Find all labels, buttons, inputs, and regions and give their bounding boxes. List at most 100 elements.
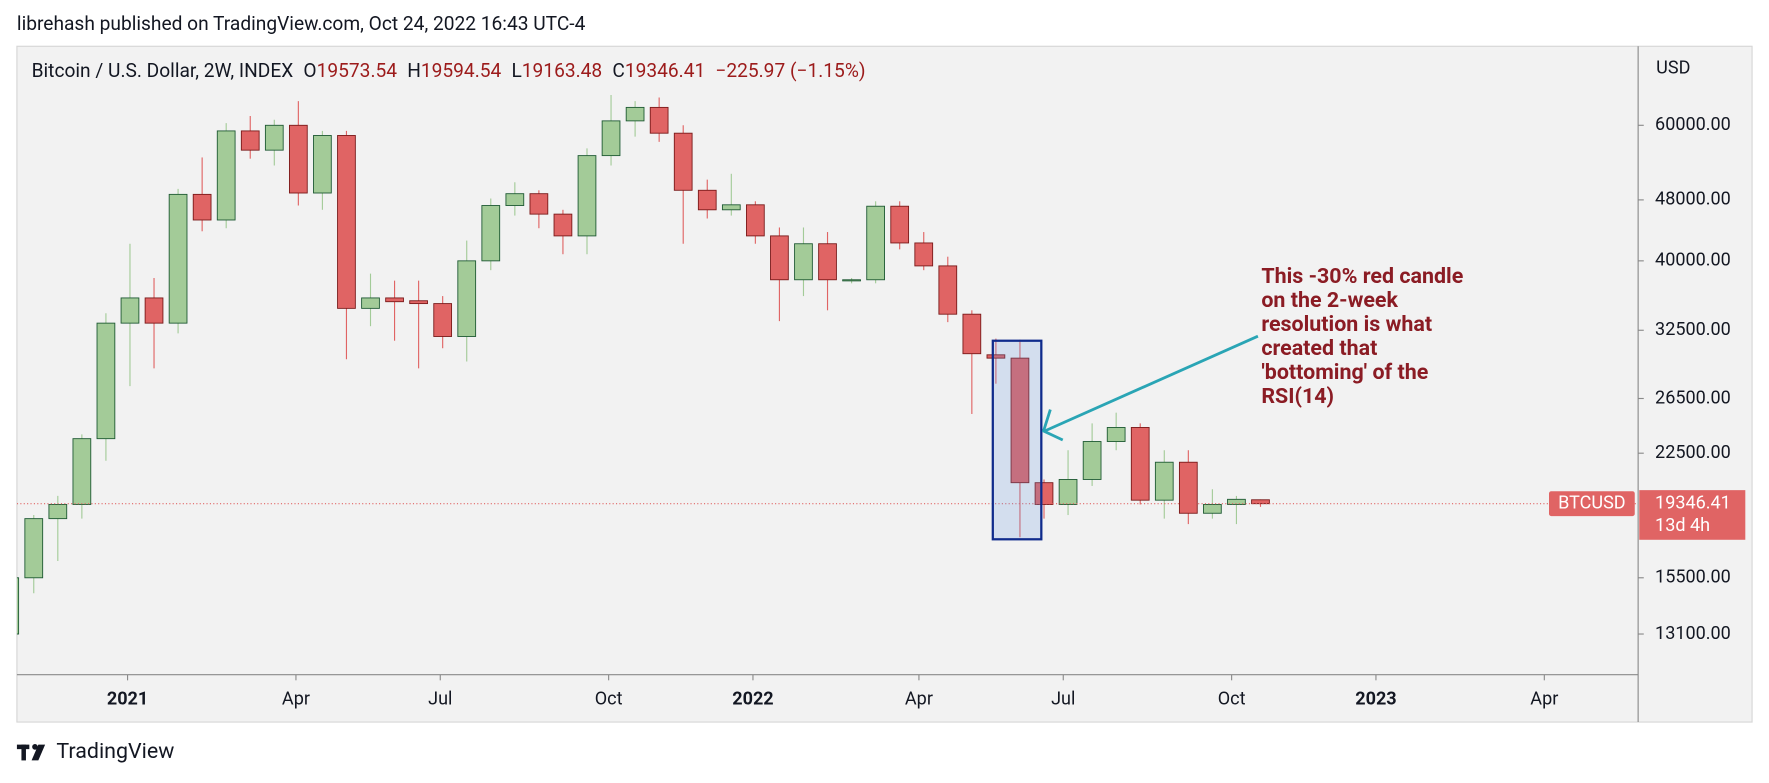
legend-item: 19594.54 (421, 59, 502, 82)
candle-body (673, 132, 693, 191)
candle-body (433, 303, 453, 337)
candle-body (385, 297, 404, 303)
x-tick-label: Apr (282, 688, 310, 709)
legend-item: H (407, 59, 421, 82)
y-tick-label: 60000.00 (1655, 114, 1731, 135)
candle-body (337, 135, 356, 309)
candle-body (216, 130, 236, 221)
x-tick-label: Oct (595, 688, 623, 709)
candle-body (625, 106, 645, 122)
candle-body (962, 313, 982, 355)
candle-body (1082, 441, 1102, 480)
candle-body (1106, 427, 1126, 442)
candle-body (72, 438, 92, 505)
candle-body (288, 124, 308, 194)
candle-body (457, 260, 477, 337)
candle-body (577, 155, 597, 237)
y-axis-label: USD (1656, 58, 1690, 79)
plot-area (16, 94, 1639, 635)
candle-body (192, 193, 212, 221)
candle-body (1154, 461, 1174, 501)
candle-body (505, 193, 525, 206)
candle-body (1178, 461, 1198, 514)
candle-body (529, 193, 549, 215)
y-tick-label: 48000.00 (1655, 189, 1731, 210)
candle-body (986, 354, 1006, 359)
header: librehash published on TradingView.com, … (17, 12, 586, 35)
candle-body (1010, 357, 1030, 484)
candle-body (16, 577, 20, 635)
candle-body (48, 504, 68, 520)
annotation-line: on the 2-week (1261, 288, 1398, 313)
x-tick-label: 2021 (107, 688, 148, 709)
candle-body (1058, 479, 1078, 505)
legend-item: 19573.54 (317, 59, 398, 82)
legend: Bitcoin / U.S. Dollar, 2W, INDEX O19573.5… (32, 59, 866, 82)
footer: TradingView (56, 739, 174, 764)
candle-body (1034, 482, 1054, 505)
y-tick-label: 26500.00 (1655, 387, 1731, 408)
highlight-box (991, 339, 1043, 541)
symbol-tag-label: BTCUSD (1558, 492, 1626, 513)
x-tick-label: Apr (905, 688, 933, 709)
candle-body (240, 130, 260, 151)
candle-body (24, 518, 44, 579)
legend-item: 19163.48 (522, 59, 602, 82)
candle-body (1227, 498, 1246, 505)
candle-body (697, 189, 717, 211)
price-tag-label: 19346.41 (1655, 492, 1731, 513)
candle-body (818, 243, 837, 281)
y-tick-label: 32500.00 (1655, 319, 1731, 340)
candle-body (264, 124, 284, 151)
annotation-line: created that (1261, 336, 1377, 361)
candle-body (553, 213, 573, 237)
legend-item: Bitcoin / U.S. Dollar, 2W, INDEX (32, 59, 294, 82)
candle-body (144, 297, 164, 324)
price-tag (1639, 490, 1746, 540)
candle-body (1251, 499, 1270, 505)
symbol-tag (1549, 491, 1635, 517)
footer-logo (16, 744, 46, 761)
candle-body (649, 106, 669, 134)
candle-body (1203, 504, 1222, 514)
candle-body (890, 205, 910, 244)
legend-item: 19346.41 (625, 59, 705, 82)
candle-body (481, 205, 501, 262)
y-tick-label: 40000.00 (1655, 250, 1731, 271)
annotation-line: resolution is what (1261, 312, 1432, 337)
x-tick-label: Apr (1530, 688, 1558, 709)
annotation-line: 'bottoming' of the (1261, 360, 1428, 385)
x-tick-label: 2022 (732, 688, 773, 709)
candle-body (601, 120, 621, 157)
y-tick-label: 22500.00 (1655, 442, 1731, 463)
candle-body (1130, 427, 1150, 501)
candle-body (938, 265, 958, 315)
countdown-label: 13d 4h (1655, 515, 1710, 536)
candle-body (914, 242, 934, 267)
candle-body (770, 235, 789, 281)
legend-item: C (612, 59, 624, 82)
legend-item: L (511, 59, 521, 82)
candle-body (96, 322, 116, 440)
candle-body (120, 297, 140, 324)
candle-body (313, 135, 332, 194)
x-tick-label: Jul (1051, 688, 1075, 709)
candle-body (721, 204, 741, 211)
annotation-line: This -30% red candle (1261, 264, 1463, 289)
y-tick-label: 13100.00 (1655, 623, 1731, 644)
candle-body (866, 205, 885, 281)
candle-body (168, 193, 188, 324)
candle-body (361, 297, 380, 309)
y-tick-label: 15500.00 (1655, 567, 1731, 588)
candle-body (842, 279, 861, 282)
legend-item: −225.97 (−1.15%) (715, 59, 865, 82)
candle-body (746, 204, 765, 237)
annotation-line: RSI(14) (1261, 384, 1334, 409)
legend-item: O (303, 59, 316, 82)
candle-body (794, 243, 813, 281)
candle-body (409, 300, 428, 305)
x-tick-label: Jul (428, 688, 452, 709)
x-tick-label: Oct (1218, 688, 1246, 709)
